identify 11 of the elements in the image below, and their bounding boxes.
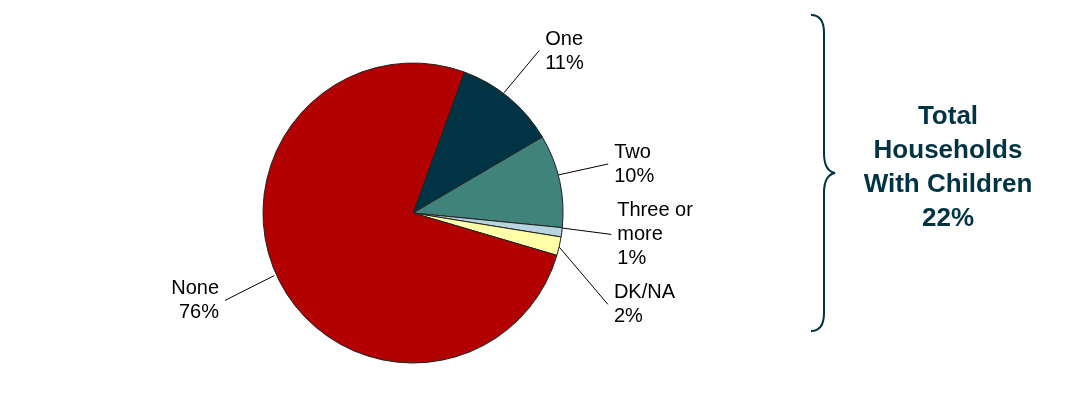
slice-label: Two [614, 139, 651, 162]
slice-label: DK/NA [613, 280, 676, 303]
slice-label: None [171, 276, 220, 299]
data-label: 1% [617, 246, 647, 269]
text: Total Households With Children 22% [862, 99, 1034, 234]
data-label: 76% [178, 300, 220, 323]
data-label: 10% [614, 163, 655, 186]
data-label: 2% [613, 304, 644, 327]
slice-label: Three or more [617, 198, 694, 245]
data-label: 11% [545, 50, 584, 73]
slice-label: One [545, 26, 584, 49]
